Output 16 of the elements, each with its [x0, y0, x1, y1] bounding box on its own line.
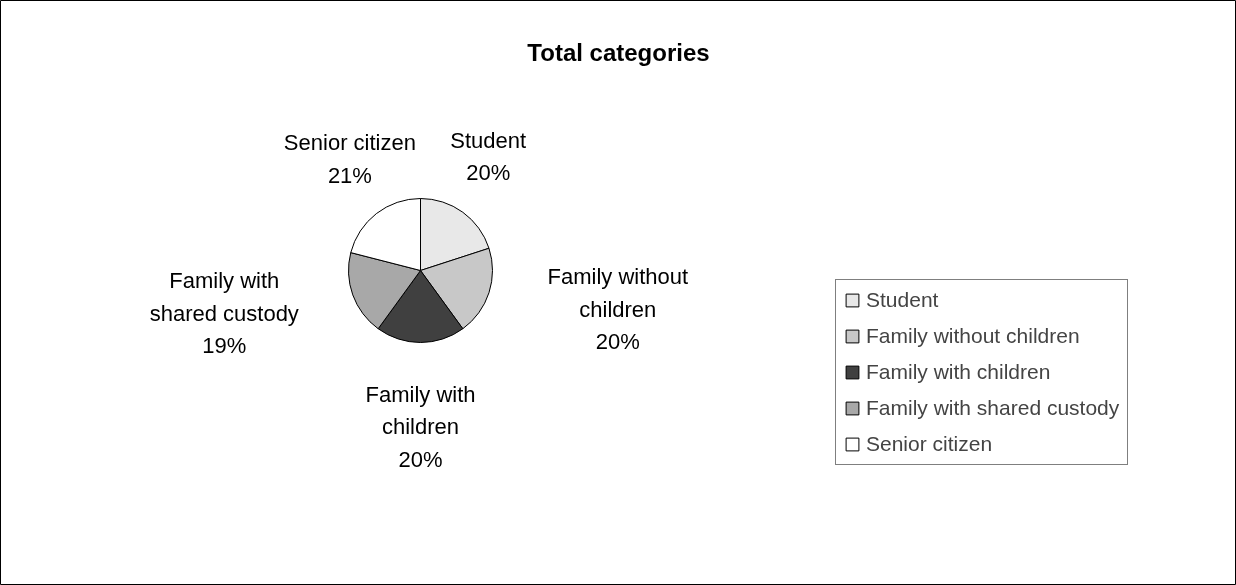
data-label: 21% [327, 162, 372, 188]
data-label: 20% [595, 329, 640, 355]
slice-label: Family without children [547, 264, 689, 322]
legend-label: Senior citizen [866, 432, 993, 456]
data-label: 19% [202, 333, 247, 359]
slice-label: Senior citizen [283, 130, 416, 156]
data-label: 20% [466, 160, 511, 186]
slice-label: Student [450, 127, 527, 153]
slice-label: Family with children [365, 381, 476, 439]
data-label: 20% [398, 446, 443, 472]
legend-label: Family with children [866, 360, 1051, 384]
slice-label: Family with shared custody [149, 268, 299, 326]
chart-title: Total categories [527, 39, 710, 66]
legend-label: Family without children [866, 324, 1080, 348]
legend-label: Family with shared custody [866, 396, 1120, 420]
legend-label: Student [866, 288, 939, 312]
